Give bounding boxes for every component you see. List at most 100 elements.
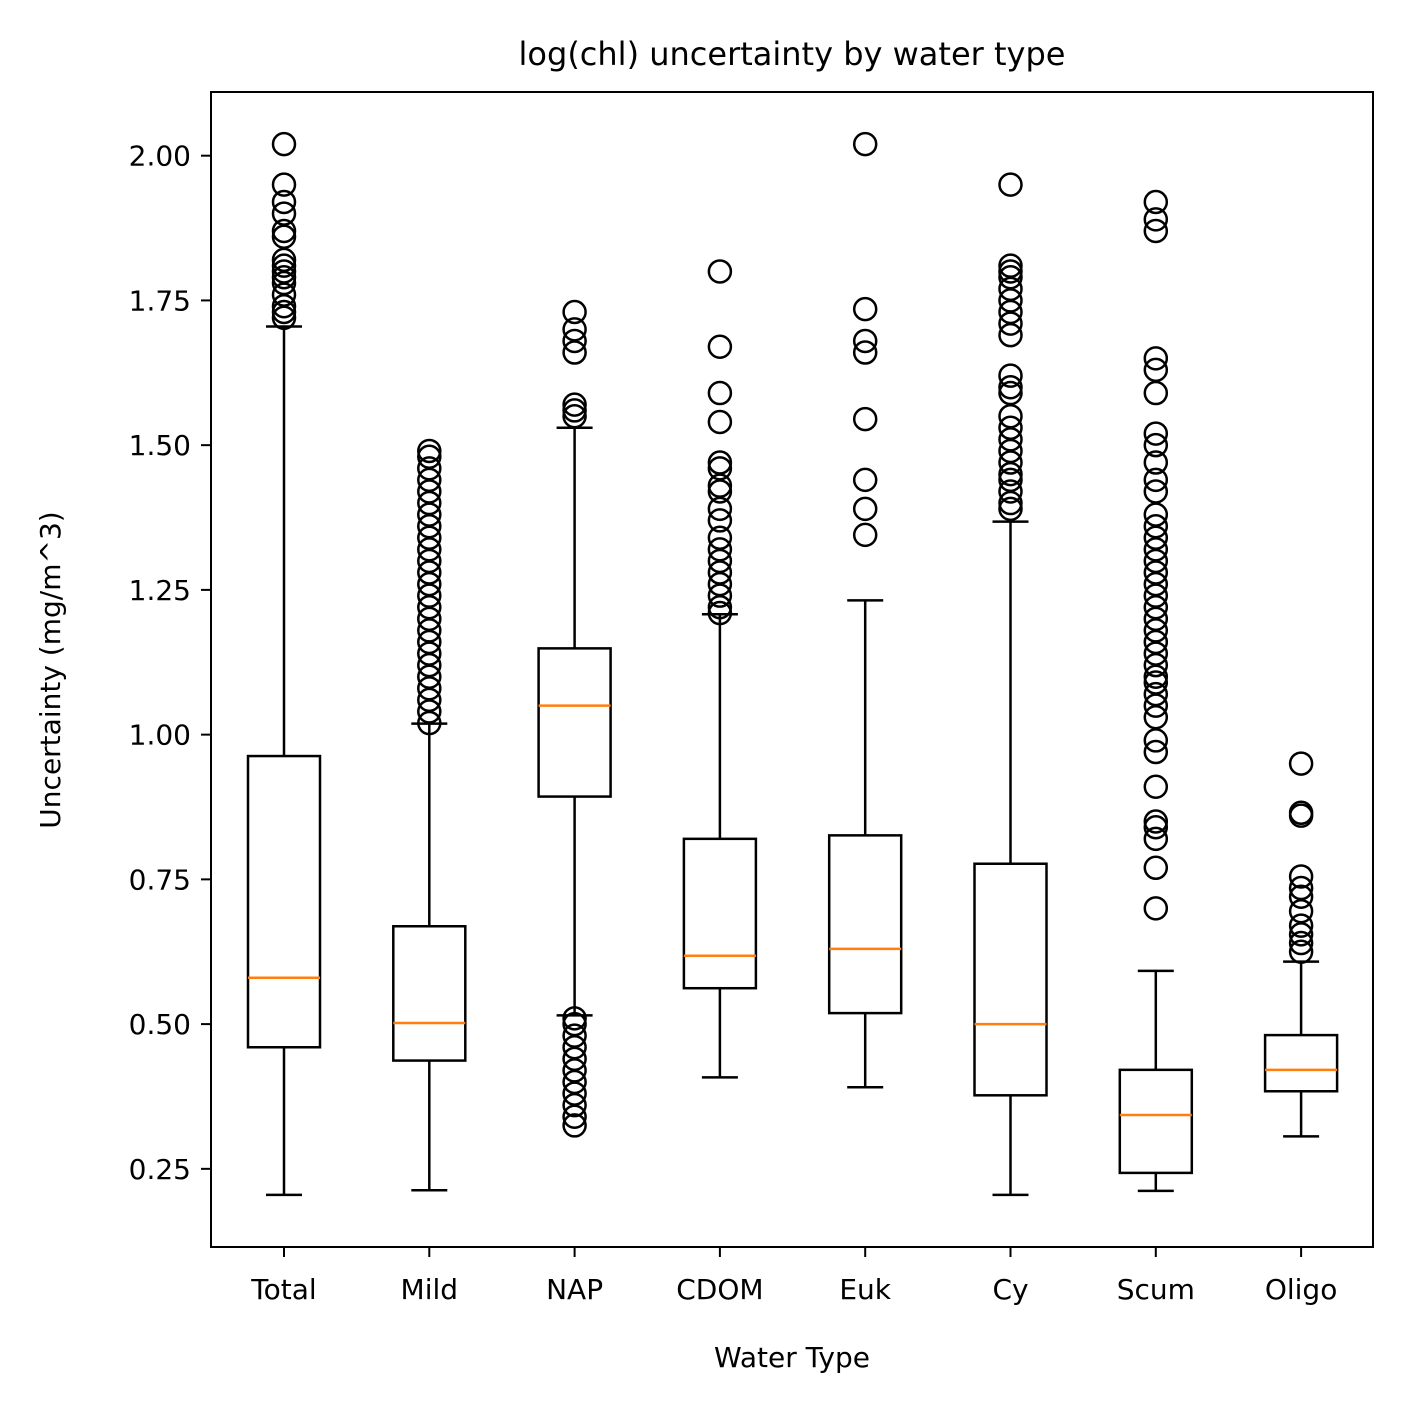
outlier-point: [1143, 189, 1169, 215]
outlier-point: [1288, 875, 1314, 901]
outlier-point: [1288, 800, 1314, 826]
outlier-point: [852, 340, 878, 365]
outlier-point: [271, 299, 297, 325]
outlier-point: [1143, 479, 1169, 504]
outlier-point: [707, 334, 733, 359]
box: [827, 834, 903, 1015]
outlier-point: [852, 296, 878, 322]
x-tick-label-cdom: CDOM: [676, 1273, 763, 1306]
outlier-point: [1143, 826, 1169, 852]
outlier-point: [998, 375, 1023, 400]
outlier-point: [1143, 855, 1169, 881]
outlier-point: [707, 380, 733, 406]
outlier-point: [1143, 670, 1169, 695]
outlier-point: [707, 508, 733, 533]
outlier-point: [998, 172, 1023, 197]
outlier-point: [1288, 939, 1314, 964]
outlier-point: [562, 392, 587, 417]
outlier-point: [1143, 346, 1169, 371]
outlier-point: [271, 259, 297, 284]
outlier-point: [271, 265, 297, 290]
outlier-point: [1288, 864, 1314, 889]
box-group-oligo: [1263, 751, 1339, 1138]
outlier-point: [562, 1006, 587, 1031]
outlier-point: [998, 496, 1023, 522]
outlier-point: [271, 131, 297, 157]
box: [246, 754, 322, 1049]
box-group-euk: [827, 131, 903, 1089]
outlier-point: [707, 600, 733, 626]
x-tick-label-mild: Mild: [401, 1273, 459, 1306]
outlier-point: [271, 218, 297, 244]
outlier-point: [1143, 815, 1169, 840]
y-tick-label: 1.25: [129, 574, 191, 607]
outlier-point: [998, 380, 1023, 406]
outlier-point: [1143, 450, 1169, 475]
outlier-point: [707, 450, 733, 475]
outlier-point: [1143, 432, 1169, 458]
outlier-point: [1143, 421, 1169, 446]
outlier-point: [1288, 751, 1314, 776]
outlier-point: [271, 172, 297, 197]
y-axis-label: Uncertainty (mg/m^3): [34, 511, 67, 828]
y-tick-label: 0.75: [129, 863, 191, 896]
outlier-point: [998, 467, 1023, 493]
outlier-point: [562, 1113, 587, 1138]
outlier-point: [998, 479, 1023, 504]
outlier-point: [562, 1023, 587, 1048]
outlier-point: [1288, 930, 1314, 956]
y-tick-label: 1.50: [129, 429, 191, 462]
box: [1263, 1033, 1339, 1093]
outlier-point: [852, 131, 878, 157]
y-tick-label: 2.00: [129, 140, 191, 173]
outlier-point: [1288, 884, 1314, 909]
x-tick-label-euk: Euk: [839, 1273, 891, 1306]
box: [392, 925, 467, 1062]
x-tick-label-oligo: Oligo: [1265, 1273, 1338, 1306]
outlier-point: [271, 189, 297, 215]
outlier-point: [998, 259, 1023, 284]
box: [973, 862, 1048, 1097]
outlier-point: [1143, 467, 1169, 493]
chart-title: log(chl) uncertainty by water type: [519, 35, 1066, 73]
outlier-point: [1143, 809, 1169, 834]
outlier-point: [852, 406, 878, 432]
outlier-point: [852, 328, 878, 354]
outlier-point: [998, 363, 1023, 388]
outlier-point: [1143, 513, 1169, 539]
box-group-cy: [973, 172, 1048, 1197]
outlier-point: [998, 415, 1023, 441]
outlier-point: [417, 456, 442, 481]
outlier-point: [562, 299, 587, 325]
box-group-nap: [537, 299, 612, 1138]
outlier-point: [707, 409, 733, 435]
x-tick-label-cy: Cy: [992, 1273, 1028, 1306]
box-group-scum: [1118, 189, 1194, 1193]
outlier-point: [562, 403, 587, 429]
outlier-point: [998, 253, 1023, 278]
outlier-point: [707, 525, 733, 551]
box: [682, 837, 758, 990]
outlier-point: [1143, 896, 1169, 921]
x-tick-label-scum: Scum: [1117, 1273, 1195, 1306]
outlier-point: [1143, 207, 1169, 232]
box-group-total: [246, 131, 322, 1197]
outlier-point: [1143, 739, 1169, 765]
outlier-point: [562, 1011, 587, 1037]
plot-area: [246, 131, 1339, 1197]
outlier-point: [271, 253, 297, 278]
outlier-point: [707, 537, 733, 562]
y-tick-label: 0.25: [129, 1153, 191, 1186]
outlier-point: [1143, 681, 1169, 707]
box: [1118, 1068, 1194, 1175]
outlier-point: [271, 201, 297, 226]
outlier-point: [1143, 774, 1169, 799]
outlier-point: [707, 259, 733, 284]
x-tick-label-nap: NAP: [546, 1273, 603, 1306]
x-tick-label-total: Total: [250, 1273, 316, 1306]
y-tick-label: 0.50: [129, 1008, 191, 1041]
outlier-point: [852, 467, 878, 493]
x-axis-label: Water Type: [714, 1341, 870, 1374]
outlier-point: [562, 398, 587, 423]
